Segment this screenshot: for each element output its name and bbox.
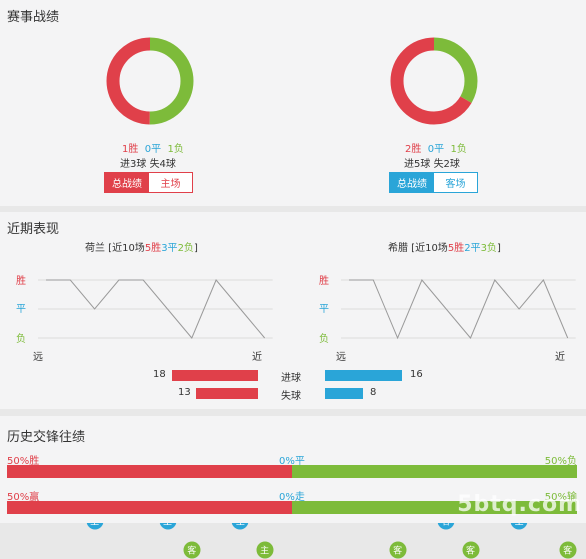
right-match-node[interactable]: 客 xyxy=(559,541,577,559)
left-row-label-loss: 负 xyxy=(16,334,26,345)
left-summary-draws: 3平 xyxy=(161,243,178,254)
right-summary-suffix: ] xyxy=(496,243,501,254)
right-filter-toggle: 总战绩 客场 xyxy=(389,172,478,193)
right-goals-value: 16 xyxy=(410,369,423,380)
left-goals: 进3球 xyxy=(120,159,147,170)
right-match-node[interactable]: 客 xyxy=(462,541,479,559)
left-summary-losses: 2负 xyxy=(177,243,194,254)
right-draws: 0平 xyxy=(427,144,445,155)
left-goals-value: 18 xyxy=(153,369,166,380)
left-row-label-win: 胜 xyxy=(16,276,26,287)
right-near-label: 近 xyxy=(555,352,565,363)
right-form-line xyxy=(349,279,569,340)
history-row1-win-bar xyxy=(7,465,292,478)
right-summary-wins: 5胜 xyxy=(447,243,465,254)
left-record-line: 1胜 0平 1负 xyxy=(122,140,184,155)
left-match-node[interactable]: 客 xyxy=(183,541,201,559)
left-draws: 0平 xyxy=(144,144,162,155)
goals-label: 进球 xyxy=(281,373,301,384)
right-conceded: 失2球 xyxy=(433,159,460,170)
right-team-name: 希腊 xyxy=(388,243,408,254)
left-near-label: 近 xyxy=(252,352,262,363)
history-row2-right: 50%输 xyxy=(544,492,577,503)
right-wins: 2胜 xyxy=(405,144,422,155)
right-tab-away[interactable]: 客场 xyxy=(434,173,477,192)
history-row2-bar xyxy=(7,501,577,514)
left-team-summary: 荷兰 [近10场5胜3平2负] xyxy=(85,239,198,254)
right-conceded-bar xyxy=(325,388,364,399)
form-chart xyxy=(38,279,576,340)
history-title: 历史交锋往绩 xyxy=(7,430,86,445)
left-row-label-draw: 平 xyxy=(16,304,26,315)
history-row1-mid: 0%平 xyxy=(279,456,305,467)
left-conceded-bar xyxy=(195,388,258,399)
right-donut-loss xyxy=(390,37,478,125)
right-goals: 进5球 xyxy=(404,159,431,170)
left-tab-overall[interactable]: 总战绩 xyxy=(105,173,149,192)
history-row2-left: 50%赢 xyxy=(7,492,40,503)
left-summary-wins: 5胜 xyxy=(144,243,162,254)
right-row-label-loss: 负 xyxy=(319,334,329,345)
recent-title: 近期表现 xyxy=(7,222,60,237)
left-filter-toggle: 总战绩 主场 xyxy=(104,172,193,193)
recent-section: 近期表现 荷兰 [近10场5胜3平2负] 希腊 [近10场5胜2平3负] 胜 平… xyxy=(0,212,586,559)
history-row1-right: 50%负 xyxy=(544,456,577,467)
right-summary-losses: 3负 xyxy=(480,243,497,254)
right-losses: 1负 xyxy=(450,144,467,155)
left-wins: 1胜 xyxy=(122,144,139,155)
right-row-label-draw: 平 xyxy=(319,304,329,315)
right-goals-bar xyxy=(325,370,402,381)
left-donut-chart xyxy=(106,37,194,125)
right-donut-chart xyxy=(390,37,478,125)
conceded-label: 失球 xyxy=(281,391,301,402)
right-match-node[interactable]: 客 xyxy=(389,541,407,559)
left-goals-bar xyxy=(171,370,258,381)
record-section: 赛事战绩 1胜 0平 1负 进3球 失4球 总战绩 主场 2胜 0平 1负 进5… xyxy=(0,0,586,206)
right-tab-overall[interactable]: 总战绩 xyxy=(390,173,434,192)
left-losses: 1负 xyxy=(167,144,184,155)
left-match-node[interactable]: 主 xyxy=(256,541,274,559)
left-donut-loss xyxy=(106,37,194,125)
right-summary-draws: 2平 xyxy=(464,243,481,254)
right-summary-prefix: [近10场 xyxy=(408,243,448,254)
history-row2-win-bar xyxy=(7,501,292,514)
left-goals-line: 进3球 失4球 xyxy=(120,155,176,170)
history-row1-bar xyxy=(7,465,577,478)
history-row2-mid: 0%走 xyxy=(279,492,305,503)
left-summary-suffix: ] xyxy=(193,243,198,254)
left-team-name: 荷兰 xyxy=(85,243,105,254)
right-far-label: 远 xyxy=(336,352,346,363)
left-summary-prefix: [近10场 xyxy=(105,243,145,254)
history-section: 历史交锋往绩 50%胜 0%平 50%负 50%赢 0%走 50%输 5btq.… xyxy=(0,416,586,523)
history-row1-left: 50%胜 xyxy=(7,456,40,467)
left-form-line xyxy=(46,279,266,339)
left-conceded-value: 13 xyxy=(178,387,191,398)
right-team-summary: 希腊 [近10场5胜2平3负] xyxy=(388,239,501,254)
right-goals-line: 进5球 失2球 xyxy=(404,155,460,170)
record-title: 赛事战绩 xyxy=(7,10,60,25)
left-conceded: 失4球 xyxy=(149,159,176,170)
left-far-label: 远 xyxy=(33,352,43,363)
left-tab-home[interactable]: 主场 xyxy=(149,173,192,192)
right-row-label-win: 胜 xyxy=(319,276,329,287)
right-conceded-value: 8 xyxy=(370,387,377,398)
right-record-line: 2胜 0平 1负 xyxy=(405,140,467,155)
watermark: 5btq.com xyxy=(457,492,582,517)
